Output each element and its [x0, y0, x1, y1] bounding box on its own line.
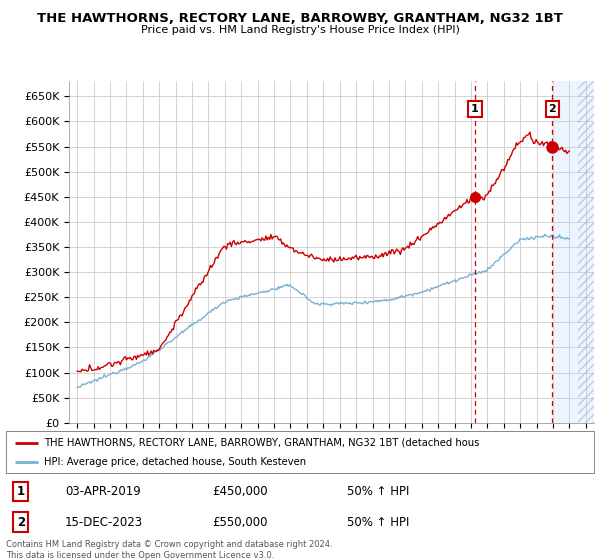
Text: Price paid vs. HM Land Registry's House Price Index (HPI): Price paid vs. HM Land Registry's House … — [140, 25, 460, 35]
Text: THE HAWTHORNS, RECTORY LANE, BARROWBY, GRANTHAM, NG32 1BT: THE HAWTHORNS, RECTORY LANE, BARROWBY, G… — [37, 12, 563, 25]
Text: 2: 2 — [548, 104, 556, 114]
Text: 2: 2 — [17, 516, 25, 529]
Text: Contains HM Land Registry data © Crown copyright and database right 2024.
This d: Contains HM Land Registry data © Crown c… — [6, 540, 332, 560]
Text: 50% ↑ HPI: 50% ↑ HPI — [347, 516, 409, 529]
Bar — [578, 81, 594, 423]
Text: 50% ↑ HPI: 50% ↑ HPI — [347, 485, 409, 498]
Text: 1: 1 — [17, 485, 25, 498]
Text: £450,000: £450,000 — [212, 485, 268, 498]
Text: HPI: Average price, detached house, South Kesteven: HPI: Average price, detached house, Sout… — [44, 457, 307, 467]
Text: THE HAWTHORNS, RECTORY LANE, BARROWBY, GRANTHAM, NG32 1BT (detached hous: THE HAWTHORNS, RECTORY LANE, BARROWBY, G… — [44, 437, 479, 447]
Text: £550,000: £550,000 — [212, 516, 267, 529]
Bar — [554, 81, 594, 423]
Text: 15-DEC-2023: 15-DEC-2023 — [65, 516, 143, 529]
Text: 1: 1 — [471, 104, 479, 114]
Text: 03-APR-2019: 03-APR-2019 — [65, 485, 140, 498]
